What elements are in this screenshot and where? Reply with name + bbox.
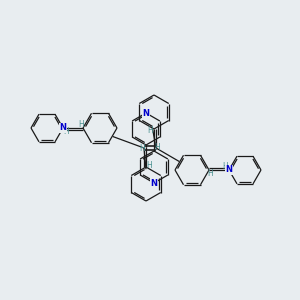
Text: N: N — [59, 124, 67, 133]
Text: H: H — [148, 126, 153, 135]
Text: H: H — [79, 120, 84, 129]
Text: H: H — [208, 169, 213, 178]
Text: H: H — [140, 144, 146, 153]
Text: H: H — [223, 162, 228, 171]
Text: N: N — [226, 166, 232, 175]
Text: H: H — [147, 161, 152, 170]
Text: N: N — [142, 109, 149, 118]
Text: H: H — [154, 143, 160, 152]
Text: N: N — [151, 178, 158, 188]
Text: H: H — [64, 127, 69, 136]
